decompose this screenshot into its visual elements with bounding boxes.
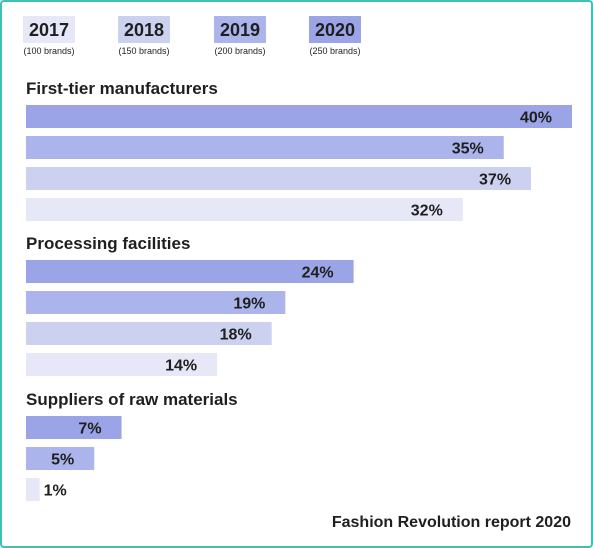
bar-2-2020 bbox=[26, 416, 122, 439]
bar-2-2019 bbox=[26, 447, 95, 470]
bar-1-2019 bbox=[26, 291, 286, 314]
bar-0-2017 bbox=[26, 198, 463, 221]
legend-brands-2020: (250 brands) bbox=[309, 46, 361, 56]
bar-0-2019 bbox=[26, 136, 504, 159]
bar-0-2018 bbox=[26, 167, 532, 190]
bar-1-2018 bbox=[26, 322, 272, 345]
bar-0-2020 bbox=[26, 105, 572, 128]
bar-2-2017 bbox=[26, 478, 40, 501]
bar-label-1-2019: 19% bbox=[233, 296, 265, 313]
legend-item-2020: 2020 (250 brands) bbox=[309, 16, 362, 57]
legend-item-2019: 2019 (200 brands) bbox=[214, 16, 267, 57]
bar-label-2-2020: 7% bbox=[78, 421, 101, 438]
legend-brands-2017: (100 brands) bbox=[23, 46, 75, 56]
legend-brands-2019: (200 brands) bbox=[214, 46, 266, 56]
legend-year-2018: 2018 bbox=[118, 16, 171, 43]
group-title-2: Suppliers of raw materials bbox=[26, 390, 238, 409]
legend-year-2019: 2019 bbox=[214, 16, 267, 43]
legend-year-2017: 2017 bbox=[23, 16, 76, 43]
legend-year-2020: 2020 bbox=[309, 16, 362, 43]
bar-label-2-2017: 1% bbox=[44, 483, 67, 500]
bar-label-1-2018: 18% bbox=[220, 327, 252, 344]
bar-1-2017 bbox=[26, 353, 218, 376]
group-title-0: First-tier manufacturers bbox=[26, 79, 218, 98]
bar-label-1-2017: 14% bbox=[165, 358, 197, 375]
bar-label-0-2019: 35% bbox=[452, 141, 484, 158]
bar-1-2020 bbox=[26, 260, 354, 283]
bar-label-2-2019: 5% bbox=[51, 452, 74, 469]
bar-label-0-2018: 37% bbox=[479, 172, 511, 189]
legend-item-2017: 2017 (100 brands) bbox=[23, 16, 76, 57]
legend-brands-2018: (150 brands) bbox=[118, 46, 170, 56]
source-note: Fashion Revolution report 2020 bbox=[331, 514, 571, 531]
bar-label-0-2017: 32% bbox=[411, 203, 443, 220]
bar-label-0-2020: 40% bbox=[520, 110, 552, 127]
group-title-1: Processing facilities bbox=[26, 234, 190, 253]
bar-label-1-2020: 24% bbox=[302, 265, 334, 282]
legend-item-2018: 2018 (150 brands) bbox=[118, 16, 171, 57]
